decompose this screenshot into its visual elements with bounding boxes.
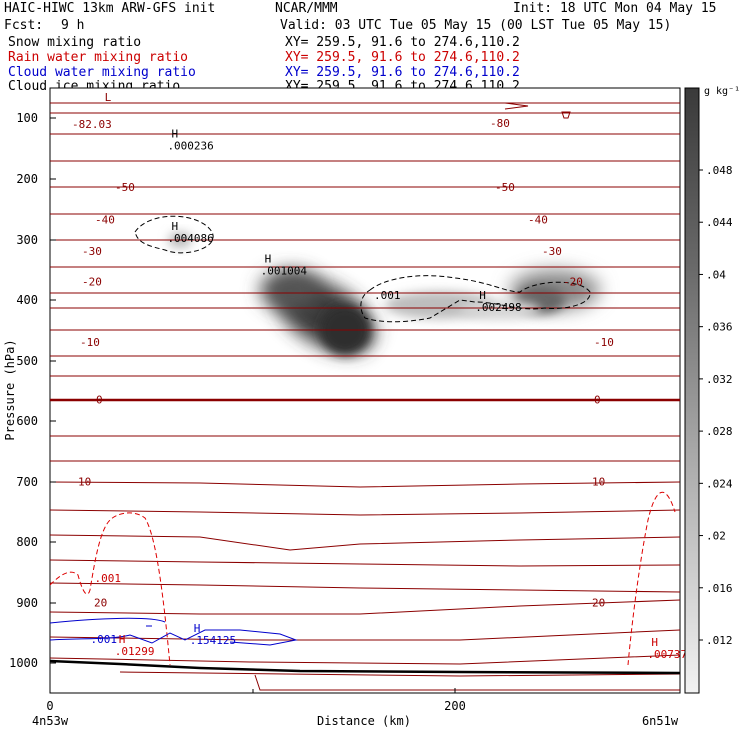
isotherm-label: -20	[82, 276, 102, 289]
header-center: NCAR/MMM	[275, 1, 338, 16]
extremum-value: .001004	[261, 265, 308, 278]
y-tick-label: 900	[16, 596, 38, 610]
colorbar-unit: g kg⁻¹	[704, 86, 740, 97]
colorbar-tick-label: .04	[706, 268, 726, 281]
colorbar-tick-label: .012	[706, 634, 733, 647]
snow-contours	[134, 215, 591, 323]
extremum-value: .001	[95, 572, 122, 585]
isotherm-label: -40	[95, 214, 115, 227]
colorbar-tick-label: .048	[706, 164, 733, 177]
colorbar-tick-label: .036	[706, 321, 733, 334]
colorbar: g kg⁻¹ .048 .044 .04 .036 .032 .028 .024 .02 .01…	[684, 86, 740, 694]
isotherm-label: -30	[542, 245, 562, 258]
field-cloudwater-xy: XY= 259.5, 91.6 to 274.6,110.2	[285, 65, 520, 80]
extremum-mark: H	[171, 127, 178, 140]
extremum-value: .000236	[167, 139, 213, 152]
right-endpoint: 6n51w	[642, 714, 679, 728]
isotherm-label: -20	[563, 276, 583, 289]
header-valid: Valid: 03 UTC Tue 05 May 15 (00 LST Tue …	[280, 18, 672, 33]
extremum-mark: H	[265, 253, 272, 266]
extremum-mark: H	[119, 633, 126, 646]
small-marker	[561, 111, 571, 119]
isotherm-label: -50	[495, 181, 515, 194]
isotherm-label: -82.03	[72, 118, 112, 131]
colorbar-ramp	[684, 87, 700, 694]
colorbar-tick-label: .02	[706, 530, 726, 543]
extremum-mark: H	[651, 636, 658, 649]
isotherm-label: -10	[594, 336, 614, 349]
extremum-value: .001	[374, 289, 401, 302]
isotherm-label: 0	[594, 394, 601, 407]
x-axis-label: Distance (km)	[317, 714, 411, 728]
rain-contours	[50, 491, 676, 666]
isotherm-label: -50	[115, 181, 135, 194]
y-tick-label: 500	[16, 354, 38, 368]
colorbar-tick-label: .028	[706, 425, 733, 438]
snow-shading	[168, 232, 600, 355]
isotherm-label: 10	[78, 475, 91, 488]
isotherm-labels: -82.03 -80 -50 -50 -40 -40 -30 -30 -20 -20 -10 -10 0…	[72, 117, 614, 610]
temperature-isotherms	[50, 102, 680, 691]
y-tick-label: 200	[16, 172, 38, 186]
extremum-value: .154125	[190, 634, 236, 647]
header-fcst-value: 9 h	[61, 18, 85, 33]
extremum-value: .01299	[115, 645, 155, 658]
terrain-line	[50, 659, 680, 675]
y-axis: 100 200 300 400 500 600 700 800 900 1000	[9, 111, 56, 670]
y-tick-label: 800	[16, 535, 38, 549]
isotherm-label: 10	[592, 475, 605, 488]
isotherm-label: 0	[96, 394, 103, 407]
extremum-mark: H	[171, 220, 178, 233]
plot-frame	[49, 87, 681, 694]
isotherm-label: -30	[82, 245, 102, 258]
left-endpoint: 4n53w	[32, 714, 69, 728]
x-tick-label: 200	[444, 699, 466, 713]
extremum-mark: H	[194, 622, 201, 635]
cloudwater-contours	[50, 617, 298, 646]
y-tick-label: 600	[16, 414, 38, 428]
header-title: HAIC-HIWC 13km ARW-GFS init	[4, 1, 216, 16]
isotherm-label: 20	[94, 596, 107, 609]
y-axis-label: Pressure (hPa)	[3, 339, 17, 440]
field-snow-name: Snow mixing ratio	[8, 35, 142, 50]
extremum-value: .00737	[647, 648, 687, 661]
isotherm-label: -10	[80, 336, 100, 349]
header-init: Init: 18 UTC Mon 04 May 15	[513, 1, 717, 16]
y-tick-label: 300	[16, 233, 38, 247]
isotherm-label: 20	[592, 596, 605, 609]
extremum-mark: L	[105, 91, 112, 104]
field-snow-xy: XY= 259.5, 91.6 to 274.6,110.2	[285, 35, 520, 50]
isotherm-label: -40	[528, 214, 548, 227]
colorbar-tick-label: .044	[706, 216, 733, 229]
extremum-value: .002498	[475, 301, 521, 314]
y-tick-label: 100	[16, 111, 38, 125]
header-fcst-label: Fcst:	[4, 18, 44, 33]
colorbar-tick-label: .032	[706, 373, 733, 386]
extremum-value: .004086	[167, 232, 213, 245]
field-rain-xy: XY= 259.5, 91.6 to 274.6,110.2	[285, 50, 520, 65]
field-rain-name: Rain water mixing ratio	[8, 50, 189, 65]
isotherm-label: -80	[490, 117, 510, 130]
colorbar-tick-label: .016	[706, 582, 733, 595]
y-tick-label: 1000	[9, 656, 38, 670]
colorbar-tick-label: .024	[706, 477, 733, 490]
field-cloudwater-name: Cloud water mixing ratio	[8, 65, 196, 80]
y-tick-label: 700	[16, 475, 38, 489]
extremum-value: .001	[91, 633, 118, 646]
extremum-mark: H	[479, 289, 486, 302]
y-tick-label: 400	[16, 293, 38, 307]
x-axis: 0 200	[46, 688, 466, 713]
x-tick-label: 0	[46, 699, 53, 713]
